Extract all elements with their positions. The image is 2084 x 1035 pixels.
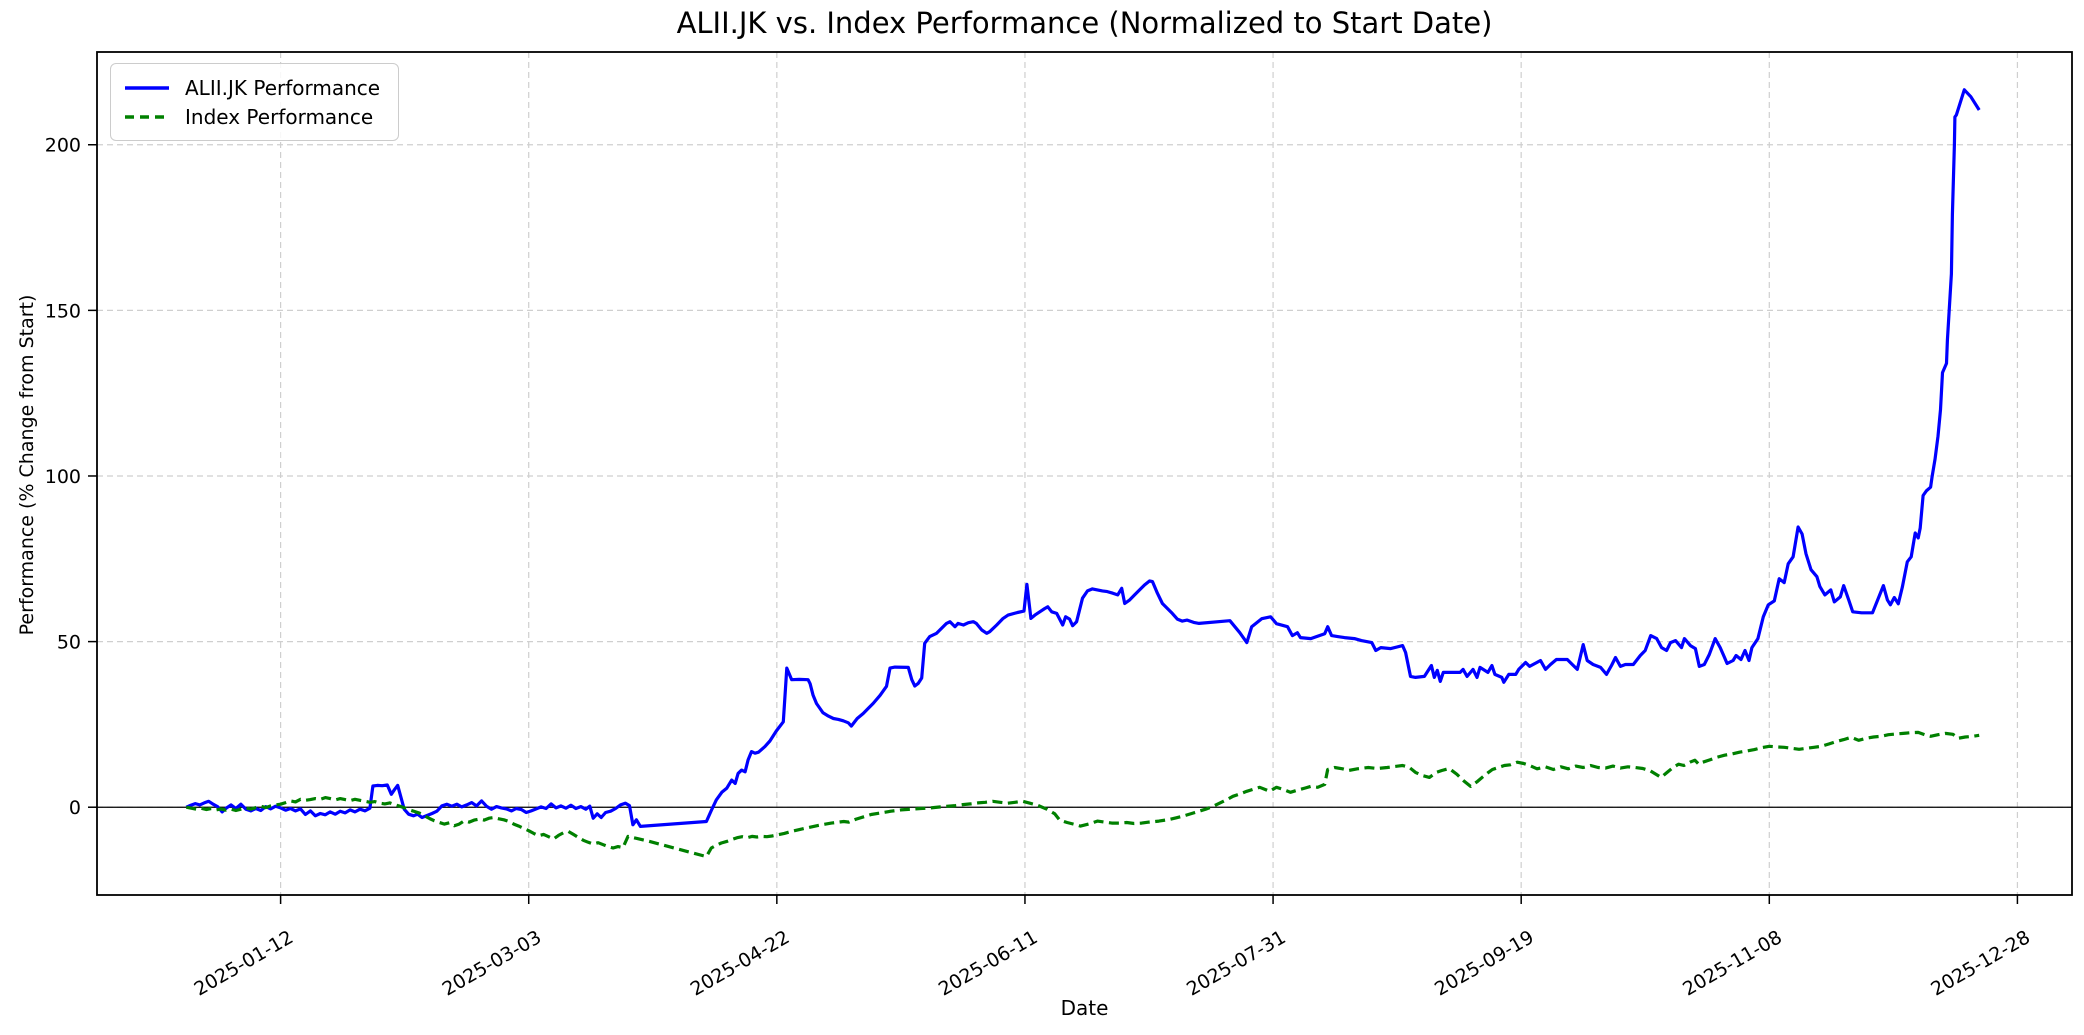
x-tick-label: 2025-03-03 bbox=[439, 926, 546, 1000]
legend-line-sample-alii-icon bbox=[125, 85, 169, 90]
legend-label-alii: ALII.JK Performance bbox=[185, 75, 381, 100]
y-tick-label: 150 bbox=[45, 300, 81, 322]
page-title: ALII.JK vs. Index Performance (Normalize… bbox=[676, 6, 1493, 40]
y-tick-label: 100 bbox=[45, 466, 81, 488]
legend-line-sample-index-icon bbox=[125, 114, 169, 119]
x-tick-label: 2025-01-12 bbox=[190, 926, 297, 1000]
index-series-line bbox=[185, 730, 1980, 859]
y-tick-label: 200 bbox=[45, 135, 81, 157]
y-tick-label: 50 bbox=[57, 632, 81, 654]
alii-series-line bbox=[185, 88, 1981, 829]
x-tick-label: 2025-11-08 bbox=[1679, 926, 1786, 1000]
y-tick-label: 0 bbox=[69, 797, 81, 819]
x-tick-label: 2025-04-22 bbox=[687, 926, 794, 1000]
x-tick-label: 2025-06-11 bbox=[935, 926, 1042, 1000]
x-tick-label: 2025-07-31 bbox=[1183, 926, 1290, 1000]
legend-label-index: Index Performance bbox=[185, 104, 374, 129]
legend-item-alii: ALII.JK Performance bbox=[123, 73, 380, 102]
legend-item-index: Index Performance bbox=[123, 102, 380, 131]
legend: ALII.JK Performance Index Performance bbox=[110, 63, 400, 141]
x-tick-label: 2025-09-19 bbox=[1431, 926, 1538, 1000]
x-axis-title: Date bbox=[1060, 996, 1109, 1020]
plot-frame bbox=[96, 51, 2073, 896]
y-axis-title: Performance (% Change from Start) bbox=[16, 294, 38, 636]
x-tick-label: 2025-12-28 bbox=[1927, 926, 2034, 1000]
